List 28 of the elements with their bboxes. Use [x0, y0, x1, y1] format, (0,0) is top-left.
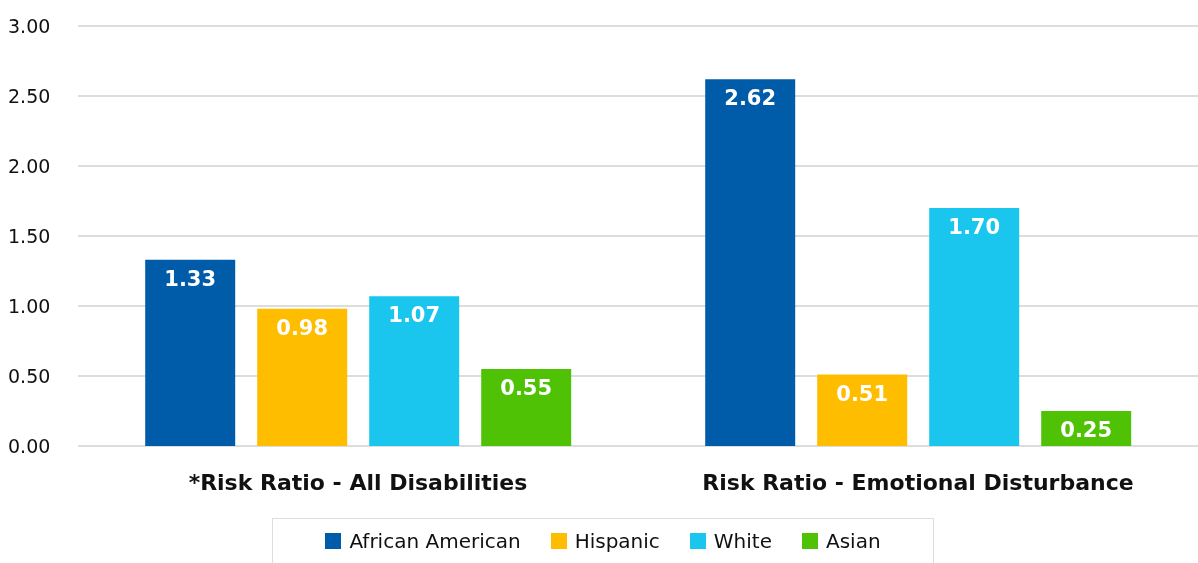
legend-label: White — [712, 529, 772, 553]
bar — [481, 369, 572, 446]
legend-label: Hispanic — [573, 529, 660, 553]
legend-label: African American — [348, 529, 521, 553]
x-tick-label: *Risk Ratio - All Disabilities — [188, 469, 528, 495]
y-tick-label: 0.50 — [8, 364, 51, 387]
y-tick-label: 1.00 — [8, 294, 51, 317]
legend-label: Asian — [825, 529, 881, 553]
data-label: 1.33 — [164, 266, 217, 291]
bar — [929, 208, 1020, 446]
data-label: 0.98 — [276, 315, 329, 340]
y-tick-label: 2.00 — [8, 154, 51, 177]
y-tick-label: 3.00 — [8, 14, 51, 37]
data-label: 2.62 — [724, 86, 777, 111]
bar — [369, 296, 460, 446]
data-label: 1.07 — [388, 303, 441, 328]
data-label: 1.70 — [948, 215, 1001, 239]
bar — [145, 259, 236, 446]
bar — [817, 374, 908, 446]
y-tick-label: 1.50 — [8, 224, 51, 247]
bar — [705, 79, 796, 446]
y-tick-label: 2.50 — [8, 84, 51, 107]
data-label: 0.55 — [500, 376, 553, 400]
x-tick-label: Risk Ratio - Emotional Disturbance — [702, 469, 1134, 495]
data-label: 0.51 — [836, 381, 889, 406]
y-tick-label: 0.00 — [8, 434, 51, 457]
data-label: 0.25 — [1060, 418, 1113, 442]
bar — [257, 308, 348, 446]
